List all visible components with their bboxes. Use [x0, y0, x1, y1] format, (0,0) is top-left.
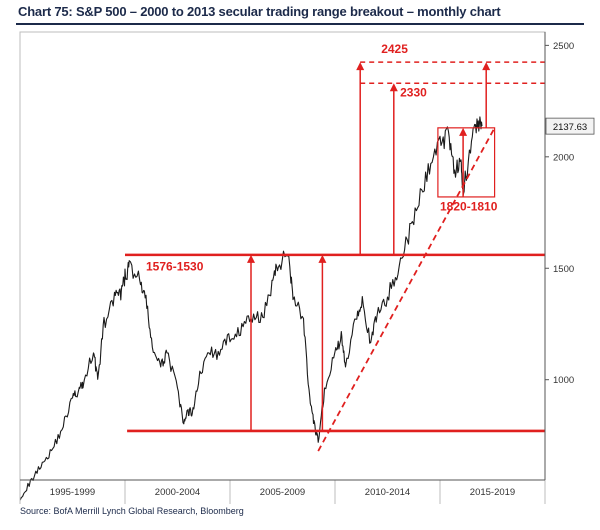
last-value-tag — [545, 117, 595, 135]
target-2425-label: 2425 — [381, 42, 408, 56]
axis-layer: 1995-1999 2000-2004 2005-2009 2010-2014 2015… — [19, 32, 574, 504]
resistance-range-label: 1576-1530 — [146, 259, 204, 273]
y-tick-label: 2000 — [553, 152, 574, 163]
y-tick-label: 2500 — [553, 41, 574, 52]
x-tick-label: 2015-2019 — [470, 487, 515, 498]
recent-target-arrow-head — [482, 62, 491, 71]
target-2330-arrow-head — [389, 83, 398, 92]
source-note: Source: BofA Merrill Lynch Global Resear… — [20, 506, 244, 516]
chart-title: Chart 75: S&P 500 – 2000 to 2013 secular… — [18, 4, 501, 19]
sp500-price-line — [19, 116, 483, 501]
recent-range-box — [437, 127, 496, 198]
x-tick-label: 2010-2014 — [365, 487, 410, 498]
target-2425-arrow-head — [356, 62, 365, 71]
last-value-label: 2137.63 — [553, 122, 587, 133]
recent-range-arrow-up-head — [459, 127, 468, 136]
title-divider — [16, 23, 584, 25]
x-tick-label: 2000-2004 — [155, 487, 200, 498]
target-2330-label: 2330 — [400, 86, 427, 100]
y-tick-label: 1500 — [553, 264, 574, 275]
x-tick-label: 2005-2009 — [260, 487, 305, 498]
y-tick-label: 1000 — [553, 375, 574, 386]
x-tick-label: 1995-1999 — [50, 487, 95, 498]
range-height-arrow-2-head — [318, 254, 327, 263]
price-series — [19, 116, 483, 501]
range-height-arrow-1-head — [247, 254, 255, 263]
trend-line — [317, 127, 496, 452]
